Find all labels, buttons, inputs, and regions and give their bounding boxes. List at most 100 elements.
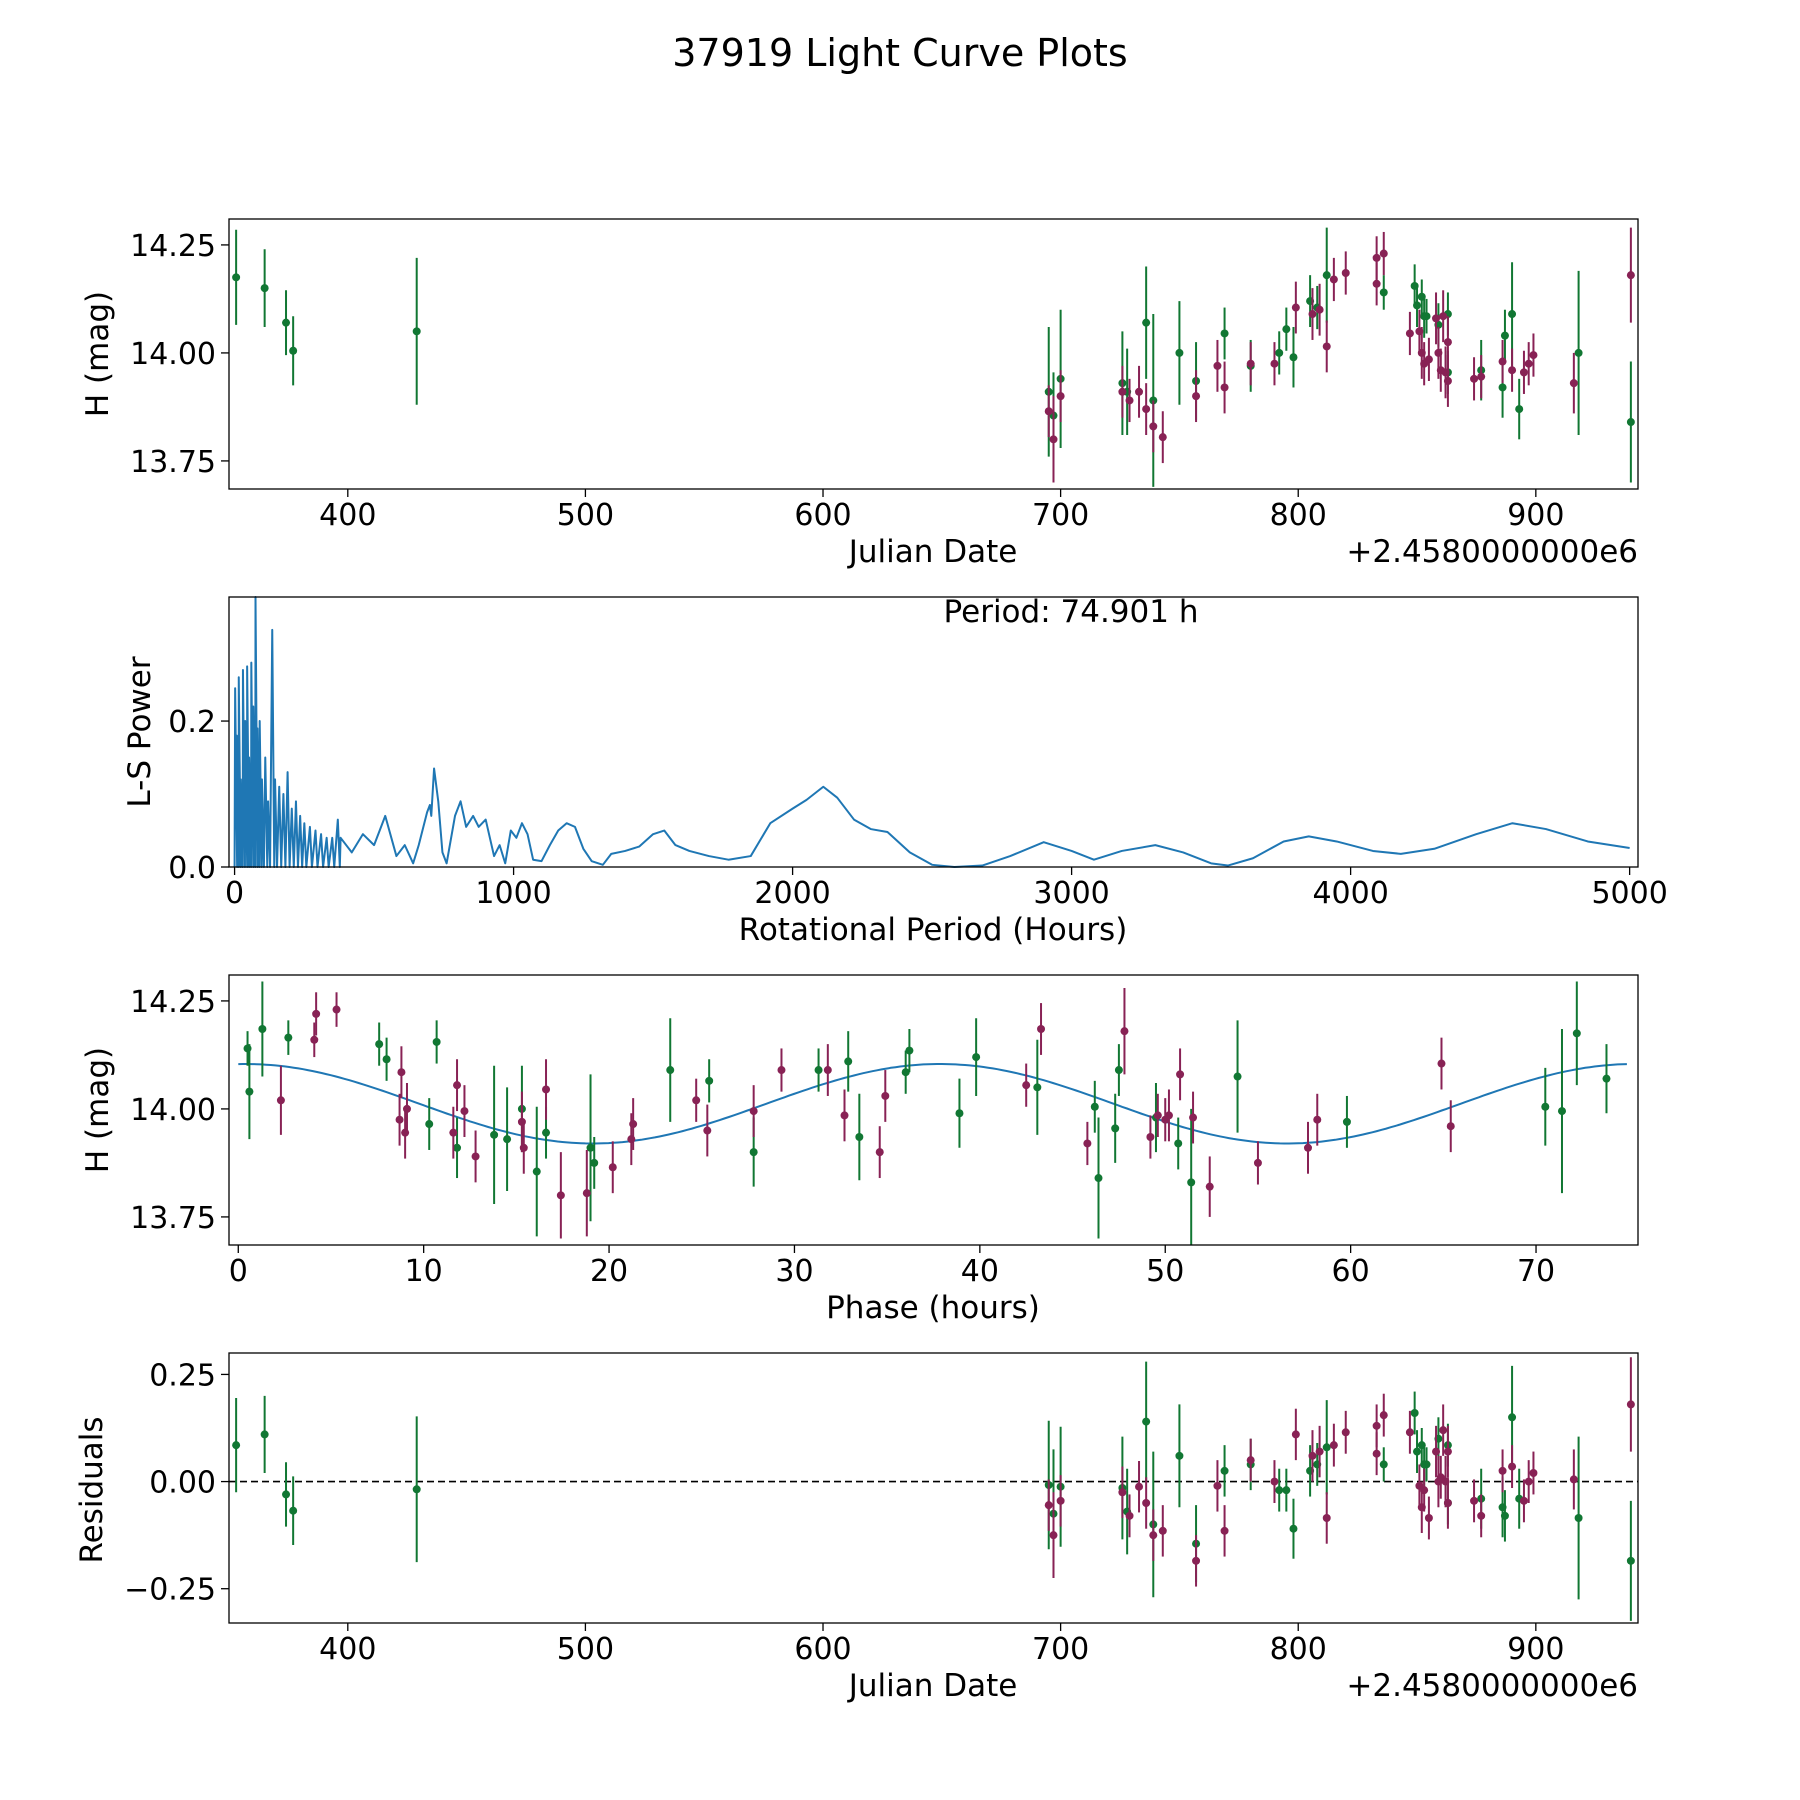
data-point	[395, 1115, 404, 1124]
data-point	[1308, 310, 1317, 319]
x-tick-label: 600	[794, 1632, 851, 1667]
data-point	[1289, 353, 1298, 362]
data-point	[1432, 314, 1441, 323]
data-point	[1329, 275, 1338, 284]
data-point	[1149, 1531, 1158, 1540]
data-point	[1498, 1466, 1507, 1475]
data-point	[1443, 338, 1452, 347]
data-point	[749, 1107, 758, 1116]
data-point	[503, 1135, 512, 1144]
data-point	[1432, 1447, 1441, 1456]
data-point	[1158, 1526, 1167, 1535]
x-axis-label: Rotational Period (Hours)	[739, 912, 1128, 948]
data-point	[532, 1167, 541, 1176]
data-point	[1443, 1447, 1452, 1456]
panel-frame	[228, 218, 1639, 490]
data-point	[1175, 1451, 1184, 1460]
y-tick-label: 14.25	[130, 985, 216, 1020]
x-tick-label: 400	[319, 498, 376, 533]
x-tick-label: 2000	[754, 876, 830, 911]
data-point	[666, 1066, 675, 1075]
x-tick-label: 400	[319, 1632, 376, 1667]
panel-light-curve: 400 500 600 700 800 900 13.75 14.00 14.25 Julian…	[80, 218, 1639, 570]
data-point	[1422, 1460, 1431, 1469]
data-point	[1313, 1115, 1322, 1124]
data-point	[245, 1087, 254, 1096]
x-tick-label: 60	[1332, 1254, 1370, 1289]
data-point	[1626, 1400, 1635, 1409]
data-point	[1372, 279, 1381, 288]
x-tick-label: 4000	[1312, 876, 1388, 911]
data-point	[1192, 392, 1201, 401]
data-point	[1135, 1482, 1144, 1491]
panel-phase-folded: 0 10 20 30 40 50 60 70 13.75 14.00 14.25 Phase (ho…	[80, 974, 1639, 1326]
data-point	[1524, 359, 1533, 368]
data-point	[1142, 1499, 1151, 1507]
data-point	[332, 1005, 341, 1014]
offset-text: +2.4580000000e6	[1346, 534, 1638, 570]
data-point	[1315, 1447, 1324, 1456]
x-tick-label: 30	[775, 1254, 813, 1289]
data-point	[1439, 312, 1448, 321]
data-point	[1322, 1514, 1331, 1522]
data-point	[1569, 1475, 1578, 1484]
data-point	[855, 1133, 864, 1141]
y-axis-label: H (mag)	[80, 1047, 116, 1173]
x-tick-label: 900	[1507, 498, 1564, 533]
data-point	[1246, 1456, 1255, 1465]
data-point	[1049, 435, 1058, 444]
y-tick-label: 0.2	[168, 705, 216, 740]
data-point	[1519, 368, 1528, 377]
data-point	[1083, 1139, 1092, 1148]
data-point	[1303, 1143, 1312, 1152]
y-tick-label: 13.75	[130, 1201, 216, 1236]
data-point	[542, 1085, 551, 1094]
data-point	[449, 1128, 458, 1137]
data-point	[1037, 1025, 1046, 1033]
data-point	[1176, 1070, 1185, 1079]
data-point	[1626, 271, 1635, 280]
data-point	[1405, 329, 1414, 338]
data-point	[881, 1091, 890, 1100]
data-point	[260, 1430, 269, 1439]
panel-frame	[228, 596, 1639, 868]
data-point	[1282, 325, 1291, 334]
data-point	[1142, 405, 1151, 414]
data-point	[471, 1152, 480, 1161]
data-point	[1405, 1428, 1414, 1437]
x-tick-label: 3000	[1033, 876, 1109, 911]
data-point	[258, 1025, 267, 1033]
data-point	[875, 1148, 884, 1157]
x-axis-label: Phase (hours)	[826, 1290, 1040, 1326]
data-point	[1125, 1511, 1134, 1520]
data-point	[1220, 1526, 1229, 1535]
x-tick-label: 5000	[1591, 876, 1667, 911]
data-point	[1574, 348, 1583, 357]
data-point	[1158, 433, 1167, 442]
x-axis-label: Julian Date	[847, 534, 1018, 570]
data-point	[1233, 1072, 1242, 1081]
data-point	[608, 1163, 617, 1172]
data-point	[1372, 1449, 1381, 1458]
data-point	[1424, 1514, 1433, 1522]
data-point	[1044, 407, 1053, 416]
data-point	[1477, 372, 1486, 381]
data-point	[412, 1485, 421, 1494]
data-point	[312, 1009, 321, 1018]
data-point	[1220, 329, 1229, 338]
data-point	[1341, 269, 1350, 277]
data-point	[1446, 1122, 1455, 1131]
x-tick-label: 1000	[475, 876, 551, 911]
data-point	[1529, 351, 1538, 360]
data-point	[901, 1068, 910, 1077]
data-point	[1049, 1531, 1058, 1540]
x-tick-label: 500	[557, 1632, 614, 1667]
data-point	[1424, 355, 1433, 364]
panel-residuals: 400 500 600 700 800 900 −0.25 0.00 0.25 Julian D…	[74, 1352, 1639, 1704]
data-point	[627, 1135, 636, 1144]
data-point	[412, 327, 421, 336]
data-point	[972, 1053, 981, 1062]
data-point	[425, 1120, 434, 1129]
data-point	[432, 1037, 441, 1046]
x-tick-label: 70	[1517, 1254, 1555, 1289]
